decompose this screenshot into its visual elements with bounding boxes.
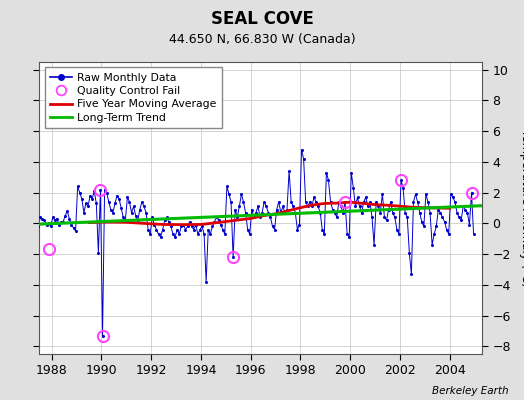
Text: SEAL COVE: SEAL COVE bbox=[211, 10, 313, 28]
Text: Berkeley Earth: Berkeley Earth bbox=[432, 386, 508, 396]
Text: 44.650 N, 66.830 W (Canada): 44.650 N, 66.830 W (Canada) bbox=[169, 33, 355, 46]
Y-axis label: Temperature Anomaly (°C): Temperature Anomaly (°C) bbox=[519, 129, 524, 287]
Legend: Raw Monthly Data, Quality Control Fail, Five Year Moving Average, Long-Term Tren: Raw Monthly Data, Quality Control Fail, … bbox=[45, 68, 222, 128]
